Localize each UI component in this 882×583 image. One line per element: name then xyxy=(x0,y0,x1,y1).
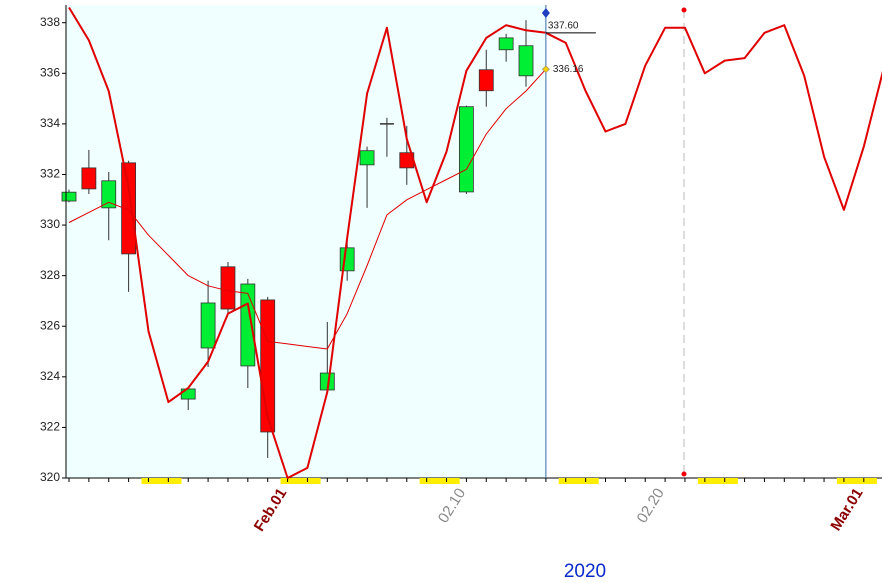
x-tick-label: 02.10 xyxy=(435,485,469,526)
candle-body xyxy=(81,167,97,190)
marker-dot xyxy=(681,7,687,13)
annotation-marker xyxy=(541,65,550,74)
candle-body xyxy=(478,69,494,92)
y-tick-label: 322 xyxy=(40,420,60,434)
candle-body xyxy=(359,150,375,166)
y-tick-label: 330 xyxy=(40,217,60,231)
candle-body xyxy=(339,247,355,272)
marker-dot xyxy=(681,471,687,477)
candle-body xyxy=(518,45,534,77)
y-tick-label: 326 xyxy=(40,318,60,332)
weekend-marker xyxy=(836,478,877,484)
y-tick-label: 328 xyxy=(40,268,60,282)
x-tick-label: Feb.01 xyxy=(251,485,291,534)
weekend-marker xyxy=(419,478,460,484)
current-diamond xyxy=(541,8,550,18)
candle-body xyxy=(458,106,474,193)
candle-body xyxy=(220,266,236,310)
candle-body xyxy=(498,37,514,51)
candle-body xyxy=(121,162,137,255)
line-series xyxy=(68,68,547,350)
y-tick-label: 336 xyxy=(40,65,60,79)
weekend-marker xyxy=(558,478,599,484)
candle-body xyxy=(200,302,216,349)
weekend-marker xyxy=(141,478,182,484)
weekend-marker xyxy=(697,478,738,484)
line-series xyxy=(68,6,882,479)
y-tick-label: 324 xyxy=(40,369,60,383)
annotation-label: 336.16 xyxy=(553,64,584,75)
x-axis-label: 2020 xyxy=(564,561,606,582)
weekend-marker xyxy=(280,478,321,484)
y-tick-label: 338 xyxy=(40,15,60,29)
annotation-label: 337.60 xyxy=(548,20,579,31)
candle-body xyxy=(101,180,117,209)
x-tick-label: 02.20 xyxy=(634,485,668,526)
history-shade xyxy=(66,5,546,478)
candle-body xyxy=(240,283,256,367)
candle-body xyxy=(61,191,77,202)
x-tick-label: Mar.01 xyxy=(827,485,866,534)
y-tick-label: 320 xyxy=(40,470,60,484)
y-tick-label: 334 xyxy=(40,116,60,130)
y-tick-label: 332 xyxy=(40,167,60,181)
